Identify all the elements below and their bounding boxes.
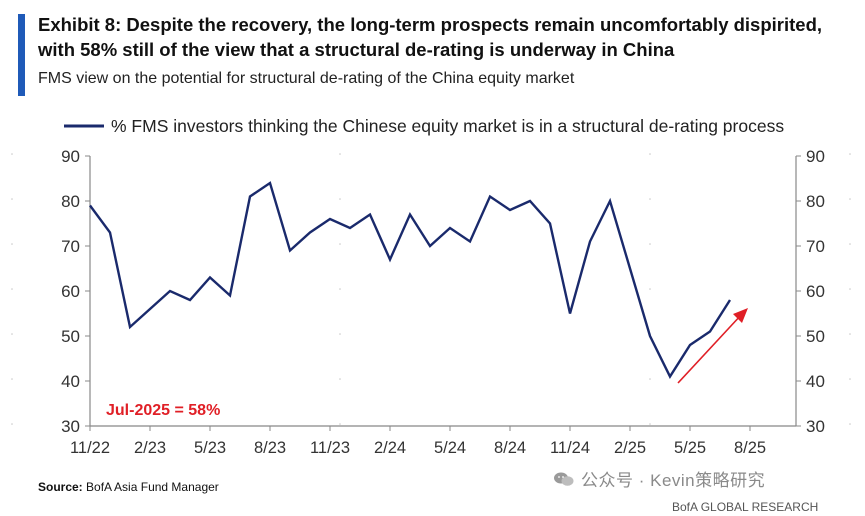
x-tick-label: 8/24 xyxy=(494,439,526,457)
y-tick-label-right: 70 xyxy=(806,237,825,256)
grid-dot xyxy=(339,243,341,245)
grid-dot xyxy=(339,333,341,335)
y-tick-label-right: 50 xyxy=(806,327,825,346)
grid-dot xyxy=(849,378,851,380)
grid-dots xyxy=(11,153,851,425)
y-tick-label-left: 60 xyxy=(61,282,80,301)
x-tick-label: 5/23 xyxy=(194,439,226,457)
grid-dot xyxy=(649,423,651,425)
legend-label: % FMS investors thinking the Chinese equ… xyxy=(111,116,784,136)
grid-dot xyxy=(849,333,851,335)
y-tick-label-left: 90 xyxy=(61,147,80,166)
annotation-label: Jul-2025 = 58% xyxy=(106,402,220,419)
y-tick-label-left: 80 xyxy=(61,192,80,211)
grid-dot xyxy=(11,153,13,155)
legend: % FMS investors thinking the Chinese equ… xyxy=(64,116,784,136)
x-tick-label: 8/23 xyxy=(254,439,286,457)
y-tick-label-left: 50 xyxy=(61,327,80,346)
y-tick-label-left: 40 xyxy=(61,372,80,391)
grid-dot xyxy=(11,198,13,200)
x-tick-label: 11/24 xyxy=(550,439,590,457)
grid-dot xyxy=(649,378,651,380)
y-tick-label-right: 90 xyxy=(806,147,825,166)
grid-dot xyxy=(649,153,651,155)
grid-dot xyxy=(11,243,13,245)
grid-dot xyxy=(11,423,13,425)
source-label: Source: xyxy=(38,480,83,494)
x-tick-label: 2/24 xyxy=(374,439,406,457)
watermark-text: 公众号 · Kevin策略研究 xyxy=(581,471,766,490)
y-tick-label-right: 80 xyxy=(806,192,825,211)
x-tick-label: 11/22 xyxy=(70,439,110,457)
y-axis-left: 30 40 50 60 70 80 90 xyxy=(61,147,90,436)
x-tick-label: 8/25 xyxy=(734,439,766,457)
source-text: BofA Asia Fund Manager xyxy=(86,480,219,494)
source-note: Source: BofA Asia Fund Manager xyxy=(38,480,219,494)
grid-dot xyxy=(849,198,851,200)
x-tick-label: 2/25 xyxy=(614,439,646,457)
series-group xyxy=(89,181,732,379)
y-tick-label-right: 40 xyxy=(806,372,825,391)
x-tick-label: 5/24 xyxy=(434,439,466,457)
brand-label: BofA GLOBAL RESEARCH xyxy=(672,500,819,514)
y-tick-label-right: 60 xyxy=(806,282,825,301)
grid-dot xyxy=(11,333,13,335)
x-tick-label: 2/23 xyxy=(134,439,166,457)
grid-dot xyxy=(11,378,13,380)
y-axis-right: 30 40 50 60 70 80 90 xyxy=(796,147,825,436)
grid-dot xyxy=(849,243,851,245)
grid-dot xyxy=(649,243,651,245)
accent-bar xyxy=(18,14,25,96)
trend-arrow-shaft xyxy=(677,313,743,384)
grid-dot xyxy=(11,288,13,290)
exhibit-subtitle: FMS view on the potential for structural… xyxy=(38,70,575,87)
grid-dot xyxy=(849,153,851,155)
axes xyxy=(89,156,797,427)
y-tick-label-right: 30 xyxy=(806,417,825,436)
x-axis: 11/22 2/23 5/23 8/23 11/23 2/24 5/24 8/24 11/24 2… xyxy=(70,426,766,457)
grid-dot xyxy=(339,198,341,200)
trend-arrow-head xyxy=(733,308,748,323)
grid-dot xyxy=(849,423,851,425)
grid-dot xyxy=(339,378,341,380)
watermark: 公众号 · Kevin策略研究 xyxy=(553,466,765,491)
grid-dot xyxy=(849,288,851,290)
x-tick-label: 5/25 xyxy=(674,439,706,457)
grid-dot xyxy=(339,423,341,425)
grid-dot xyxy=(649,288,651,290)
x-tick-label: 11/23 xyxy=(310,439,350,457)
series-line xyxy=(89,181,732,379)
grid-dot xyxy=(339,153,341,155)
exhibit-title: Exhibit 8: Despite the recovery, the lon… xyxy=(38,14,823,60)
y-tick-label-left: 30 xyxy=(61,417,80,436)
trend-arrow xyxy=(677,308,748,384)
grid-dot xyxy=(339,288,341,290)
wechat-icon xyxy=(554,472,574,486)
y-tick-label-left: 70 xyxy=(61,237,80,256)
grid-dot xyxy=(649,198,651,200)
